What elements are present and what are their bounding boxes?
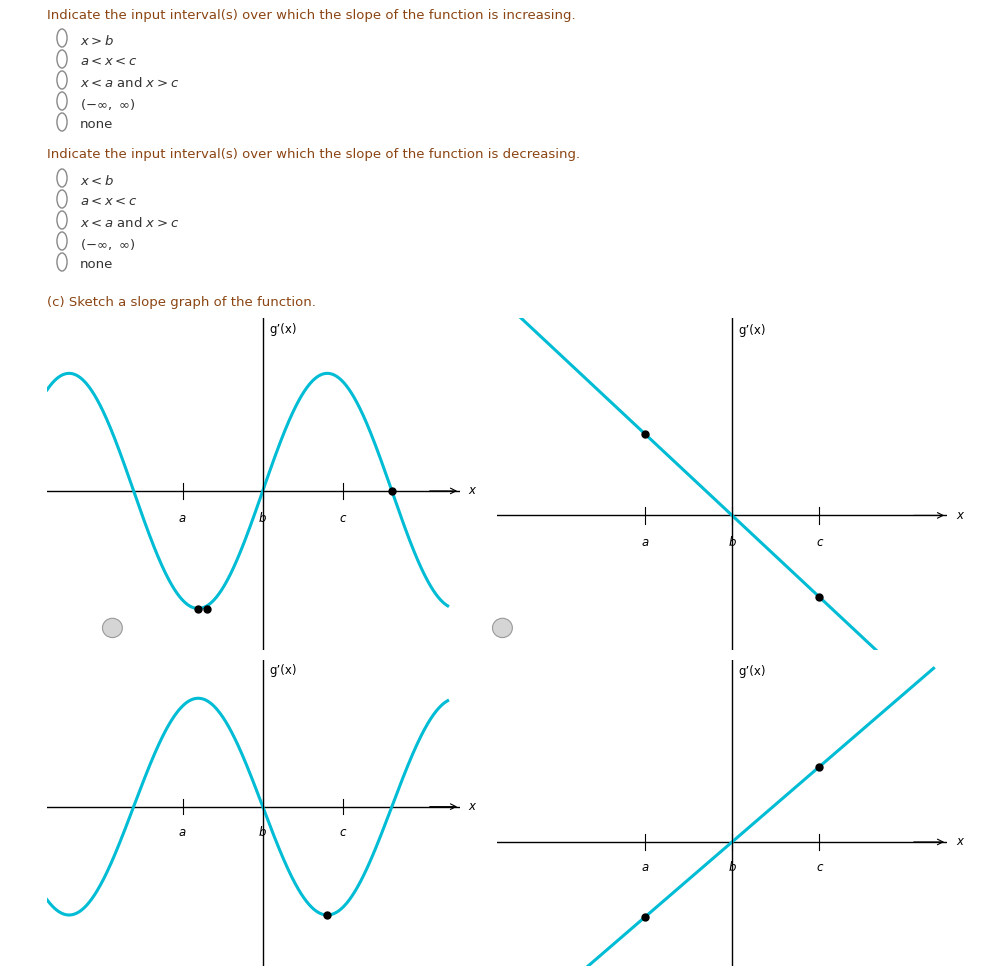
Text: x: x — [468, 484, 475, 497]
Text: none: none — [80, 118, 113, 131]
Text: g’(x): g’(x) — [269, 324, 296, 336]
Text: none: none — [80, 258, 113, 271]
Text: $x > b$: $x > b$ — [80, 34, 114, 48]
Text: g’(x): g’(x) — [739, 324, 766, 337]
Text: c: c — [340, 512, 346, 525]
Text: Indicate the input interval(s) over which the slope of the function is increasin: Indicate the input interval(s) over whic… — [47, 9, 576, 22]
Circle shape — [492, 618, 512, 638]
Text: $x < a$ and $x > c$: $x < a$ and $x > c$ — [80, 76, 179, 90]
Text: a: a — [179, 512, 186, 525]
Circle shape — [102, 618, 122, 638]
Text: $(-\infty,\ \infty)$: $(-\infty,\ \infty)$ — [80, 237, 135, 252]
Text: x: x — [956, 509, 963, 522]
Text: $a < x < c$: $a < x < c$ — [80, 55, 137, 68]
Text: g’(x): g’(x) — [269, 665, 296, 677]
Text: c: c — [816, 536, 823, 549]
Text: a: a — [179, 826, 186, 838]
Text: $a < x < c$: $a < x < c$ — [80, 195, 137, 208]
Text: a: a — [641, 861, 648, 874]
Text: b: b — [729, 536, 736, 549]
Text: b: b — [259, 826, 266, 838]
Text: $x < b$: $x < b$ — [80, 174, 114, 188]
Text: (c) Sketch a slope graph of the function.: (c) Sketch a slope graph of the function… — [47, 296, 316, 309]
Text: x: x — [468, 800, 475, 813]
Text: $(-\infty,\ \infty)$: $(-\infty,\ \infty)$ — [80, 97, 135, 112]
Text: b: b — [259, 512, 266, 525]
Text: b: b — [729, 861, 736, 874]
Text: g’(x): g’(x) — [739, 666, 766, 678]
Text: c: c — [340, 826, 346, 838]
Text: x: x — [956, 836, 963, 848]
Text: Indicate the input interval(s) over which the slope of the function is decreasin: Indicate the input interval(s) over whic… — [47, 148, 580, 161]
Text: $x < a$ and $x > c$: $x < a$ and $x > c$ — [80, 216, 179, 230]
Text: c: c — [816, 861, 823, 874]
Text: a: a — [641, 536, 648, 549]
